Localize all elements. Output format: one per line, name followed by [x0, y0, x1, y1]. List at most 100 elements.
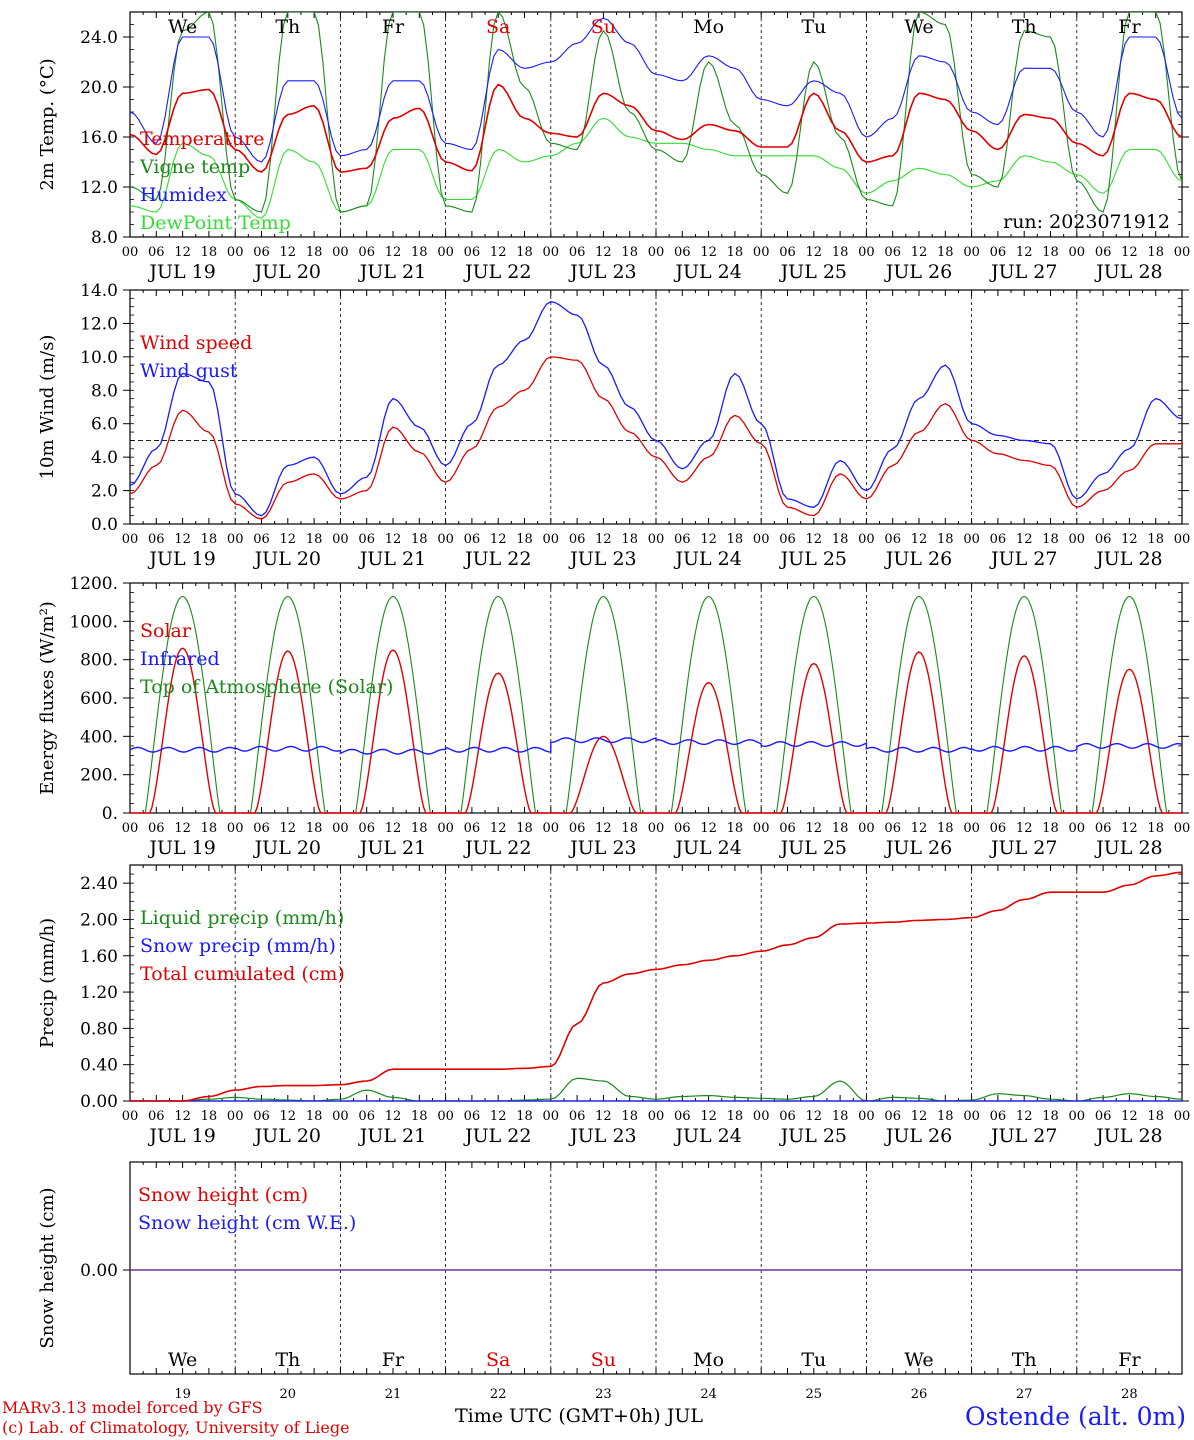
temp-hour-label: 06	[990, 245, 1007, 260]
wind-panel: 0.0 2.0 4.0 6.0 8.0 10.0 12.0 14.0 10m Wind (m/s…	[37, 281, 1190, 570]
precip-date-label: JUL 20	[253, 1125, 321, 1147]
temp-series-humidex	[130, 17, 1182, 163]
precip-hour-label: 00	[753, 1109, 770, 1124]
precip-hour-label: 06	[464, 1109, 481, 1124]
precip-hour-label: 06	[1095, 1109, 1112, 1124]
wind-hour-label: 12	[385, 532, 402, 547]
temp-hour-label: 18	[1042, 245, 1059, 260]
wind-hour-label: 18	[201, 532, 218, 547]
wind-ytick-label: 6.0	[91, 415, 118, 435]
wind-date-label: JUL 27	[989, 548, 1057, 570]
temp-hour-label: 18	[1147, 245, 1164, 260]
wind-hour-label: 18	[306, 532, 323, 547]
precip-legend-snow-precip-mm-h: Snow precip (mm/h)	[140, 935, 336, 957]
energy-hour-label: 18	[306, 821, 323, 836]
energy-hour-label: 06	[253, 821, 270, 836]
snow-day-number: 23	[595, 1387, 612, 1400]
energy-date-label: JUL 28	[1094, 837, 1162, 859]
temp-ytick-label: 20.0	[80, 78, 118, 98]
energy-hour-label: 12	[700, 821, 717, 836]
snow-day-number: 21	[385, 1387, 402, 1400]
temp-ytick-label: 16.0	[80, 128, 118, 148]
temp-date-label: JUL 20	[253, 261, 321, 283]
snow-day-number: 20	[280, 1387, 297, 1400]
snow-dow-label: Su	[591, 1349, 616, 1371]
wind-hour-label: 12	[490, 532, 507, 547]
temp-hour-label: 00	[858, 245, 875, 260]
energy-legend-solar: Solar	[140, 620, 192, 642]
wind-hour-label: 12	[595, 532, 612, 547]
precip-hour-label: 12	[1016, 1109, 1033, 1124]
temp-date-label: JUL 26	[884, 261, 952, 283]
energy-hour-label: 00	[437, 821, 454, 836]
energy-series-infrared	[129, 737, 1183, 755]
precip-hour-label: 18	[516, 1109, 533, 1124]
precip-hour-label: 06	[358, 1109, 375, 1124]
energy-hour-label: 18	[201, 821, 218, 836]
precip-ytick-label: 1.60	[80, 947, 118, 967]
wind-ytick-label: 12.0	[80, 314, 118, 334]
energy-ytick-label: 600.	[80, 689, 118, 709]
wind-date-label: JUL 25	[779, 548, 847, 570]
precip-hour-label: 06	[779, 1109, 796, 1124]
precip-hour-label: 00	[1174, 1109, 1191, 1124]
wind-hour-label: 18	[727, 532, 744, 547]
run-label: run: 2023071912	[1003, 211, 1170, 233]
wind-hour-label: 18	[832, 532, 849, 547]
precip-hour-label: 00	[437, 1109, 454, 1124]
temp-hour-label: 12	[700, 245, 717, 260]
precip-hour-label: 06	[990, 1109, 1007, 1124]
precip-hour-label: 06	[253, 1109, 270, 1124]
wind-ylabel: 10m Wind (m/s)	[37, 335, 58, 480]
wind-legend-wind-speed: Wind speed	[140, 332, 252, 354]
precip-hour-label: 12	[700, 1109, 717, 1124]
temp-legend-dewpoint-temp: DewPoint Temp	[140, 212, 291, 234]
precip-hour-label: 18	[727, 1109, 744, 1124]
wind-hour-label: 18	[1042, 532, 1059, 547]
temp-series-dewpoint-temp	[130, 117, 1182, 219]
temp-hour-label: 00	[1174, 245, 1191, 260]
temp-hour-label: 00	[227, 245, 244, 260]
temp-date-label: JUL 23	[568, 261, 636, 283]
precip-hour-label: 18	[937, 1109, 954, 1124]
energy-hour-label: 06	[358, 821, 375, 836]
energy-hour-label: 18	[832, 821, 849, 836]
precip-legend-total-cumulated-cm: Total cumulated (cm)	[140, 963, 345, 985]
wind-hour-label: 06	[779, 532, 796, 547]
precip-series-total	[130, 871, 1183, 1102]
wind-hour-label: 18	[516, 532, 533, 547]
precip-hour-label: 00	[963, 1109, 980, 1124]
wind-hour-label: 06	[990, 532, 1007, 547]
energy-date-label: JUL 20	[253, 837, 321, 859]
snow-day-number: 24	[700, 1387, 717, 1400]
temp-hour-label: 12	[280, 245, 297, 260]
precip-hour-label: 18	[621, 1109, 638, 1124]
wind-hour-label: 00	[963, 532, 980, 547]
temp-hour-label: 18	[727, 245, 744, 260]
snow-dow-label: Fr	[382, 1349, 405, 1371]
lab-credit: (c) Lab. of Climatology, University of L…	[2, 1418, 350, 1437]
temp-hour-label: 00	[648, 245, 665, 260]
snow-day-number: 25	[806, 1387, 823, 1400]
energy-hour-label: 12	[280, 821, 297, 836]
precip-hour-label: 06	[148, 1109, 165, 1124]
energy-hour-label: 06	[779, 821, 796, 836]
snow-day-number: 28	[1121, 1387, 1138, 1400]
temp-hour-label: 12	[1016, 245, 1033, 260]
temp-hour-label: 06	[464, 245, 481, 260]
energy-hour-label: 06	[674, 821, 691, 836]
time-axis-label: Time UTC (GMT+0h) JUL	[455, 1405, 703, 1427]
wind-hour-label: 18	[411, 532, 428, 547]
energy-date-label: JUL 21	[358, 837, 426, 859]
temp-hour-label: 00	[543, 245, 560, 260]
temp-date-label: JUL 21	[358, 261, 426, 283]
energy-hour-label: 06	[1095, 821, 1112, 836]
temp-hour-label: 18	[937, 245, 954, 260]
precip-hour-label: 12	[280, 1109, 297, 1124]
precip-date-label: JUL 26	[884, 1125, 952, 1147]
temp-series-vigne-temp	[130, 12, 1182, 213]
energy-ytick-label: 800.	[80, 651, 118, 671]
snow-dow-label: We	[904, 1349, 933, 1371]
wind-ytick-label: 2.0	[91, 482, 118, 502]
temp-date-label: JUL 27	[989, 261, 1057, 283]
